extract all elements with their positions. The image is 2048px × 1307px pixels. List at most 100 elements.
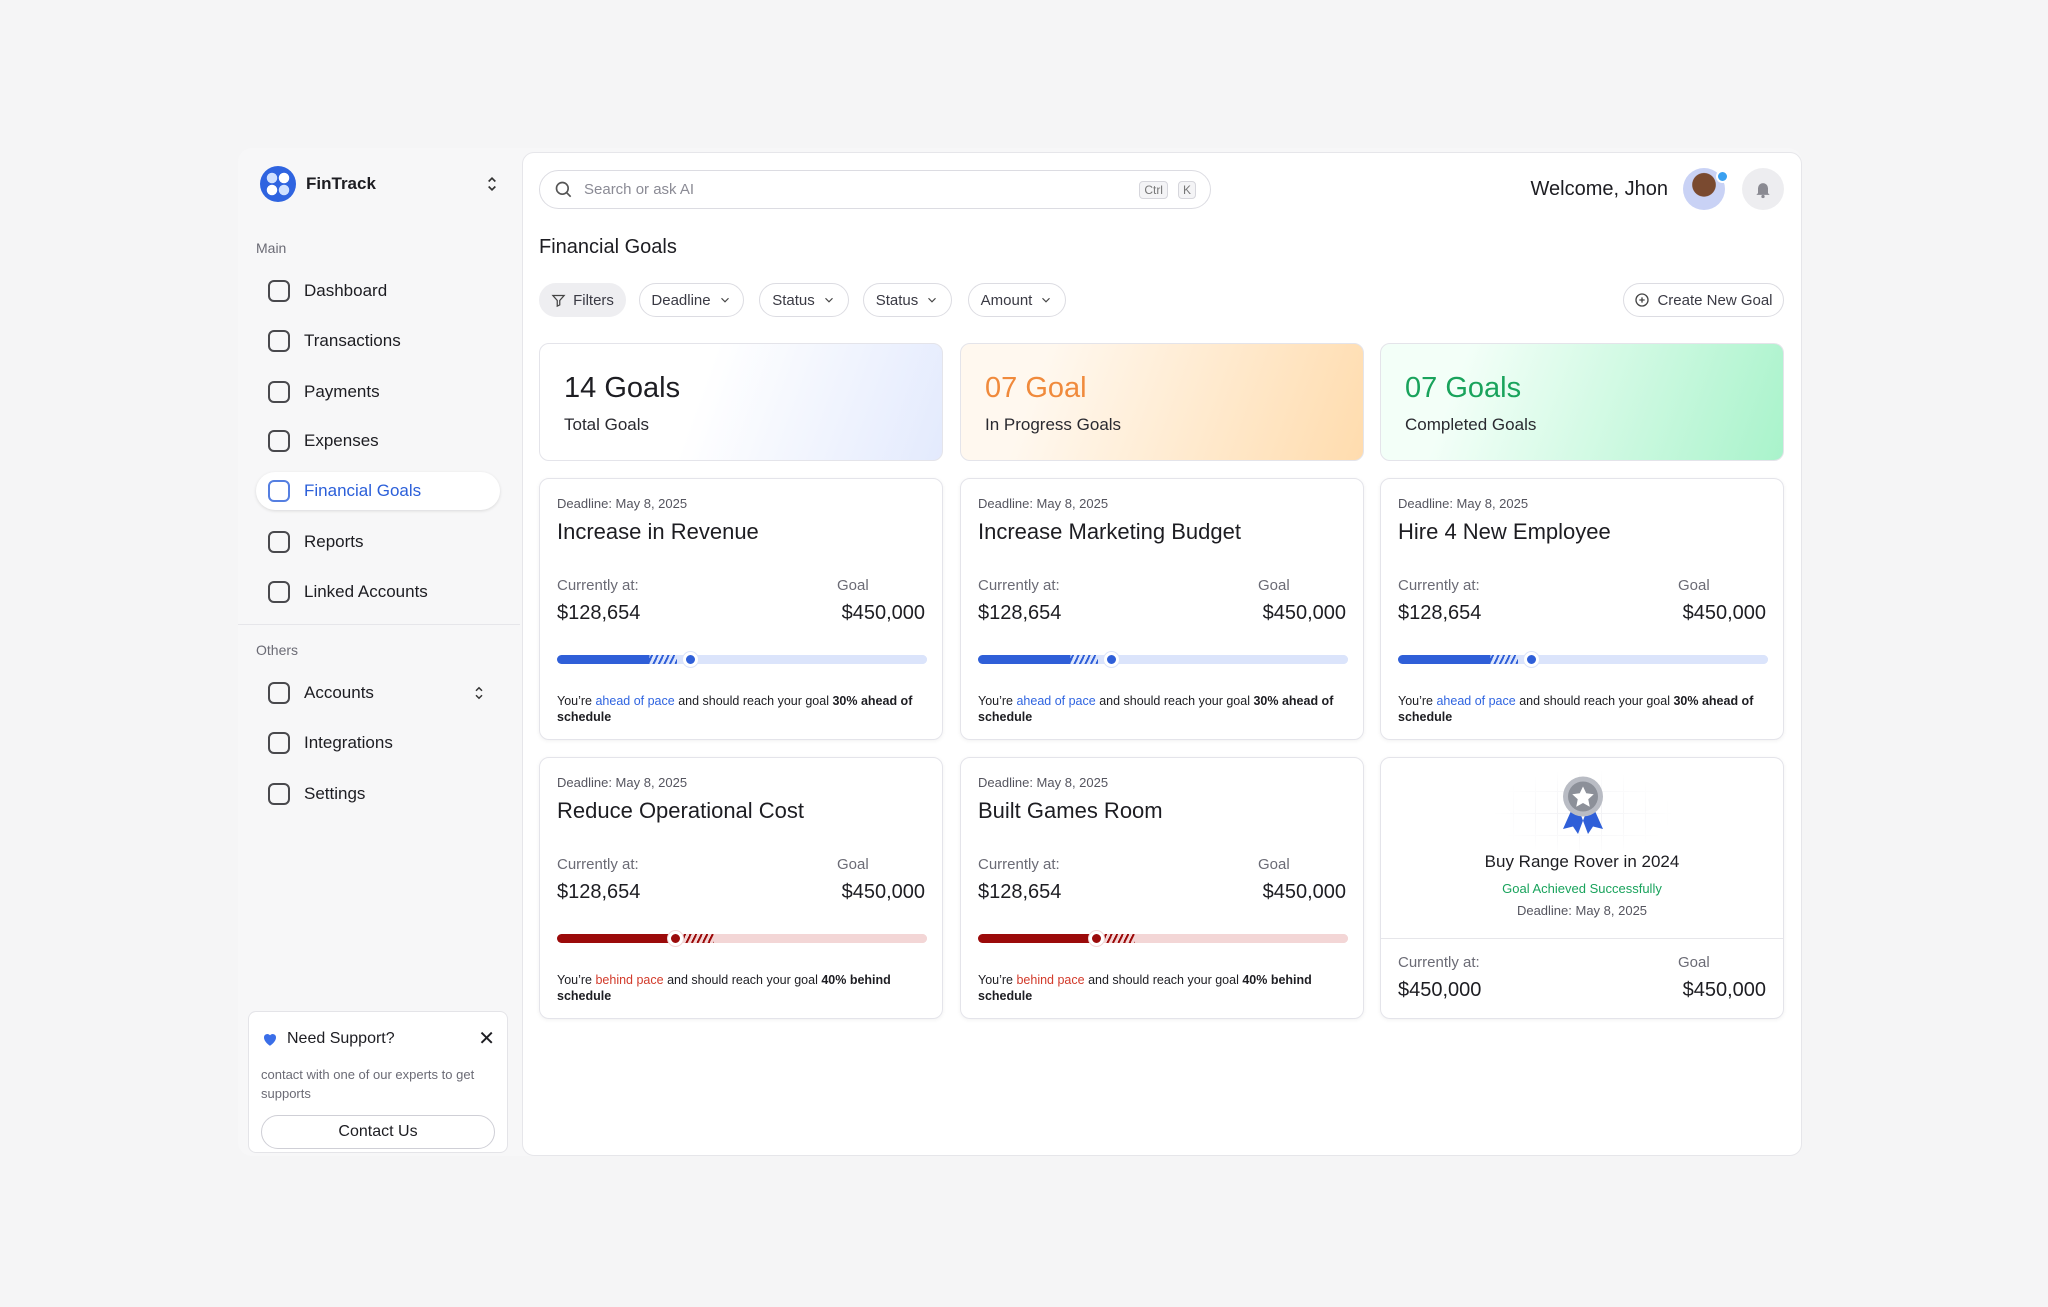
note-part: and should reach your goal: [1515, 694, 1674, 708]
nav-icon: [268, 682, 290, 704]
summary-card: 07 Goals Completed Goals: [1380, 343, 1784, 461]
current-amount: $128,654: [978, 602, 1062, 624]
achieved-amounts: Currently at: Goal $450,000 $450,000: [1381, 856, 1783, 1020]
progress-dot: [1104, 652, 1120, 667]
pace-note: You’re ahead of pace and should reach yo…: [557, 693, 927, 725]
achieved-deadline: Deadline: May 8, 2025: [1516, 903, 1648, 918]
goal-card[interactable]: Deadline: May 8, 2025 Increase in Revenue…: [539, 478, 943, 740]
current-label: Currently at:: [978, 577, 1060, 594]
goal-amount: $450,000: [1262, 881, 1346, 903]
achieved-title: Buy Range Rover in 2024: [1484, 852, 1680, 871]
toggle[interactable]: [482, 174, 502, 199]
filter-label: Status: [875, 291, 919, 309]
achieved-card[interactable]: Buy Range Rover in 2024 Goal Achieved Suc…: [1380, 757, 1784, 1019]
progress-track-end: [1527, 655, 1768, 664]
filter-icon-svg: [551, 294, 566, 307]
nav-item[interactable]: Linked Accounts: [256, 573, 500, 611]
nav-icon: [268, 732, 290, 754]
goal-title: Hire 4 New Employee: [1398, 519, 1611, 544]
filter-pill[interactable]: Status: [759, 283, 849, 317]
note-part: and should reach your goal: [674, 694, 833, 708]
nav-label: Reports: [304, 532, 364, 551]
nav-item[interactable]: Integrations: [256, 724, 500, 762]
nav-item[interactable]: Accounts: [256, 674, 500, 712]
filter-label: Deadline: [651, 291, 711, 309]
nav-label: Payments: [304, 382, 380, 401]
chevron: [718, 293, 732, 307]
goal-title: Increase Marketing Budget: [978, 519, 1241, 544]
progress-dot: [1524, 652, 1540, 667]
goal-card[interactable]: Deadline: May 8, 2025 Hire 4 New Employee…: [1380, 478, 1784, 740]
goal-card[interactable]: Deadline: May 8, 2025 Reduce Operational …: [539, 757, 943, 1019]
note-part: and should reach your goal: [663, 973, 822, 987]
search-icon-svg: [555, 181, 572, 197]
summary-label: Completed Goals: [1405, 415, 1537, 434]
workspace-toggle: [482, 174, 502, 194]
goal-title: Reduce Operational Cost: [557, 798, 805, 823]
goal-card[interactable]: Deadline: May 8, 2025 Increase Marketing …: [960, 478, 1364, 740]
note-part: 30% ahead of schedule: [557, 694, 913, 724]
progress-dot: [683, 652, 699, 667]
filter-pill[interactable]: Deadline: [639, 283, 744, 317]
nav-label: Transactions: [304, 331, 401, 350]
close[interactable]: ✕: [478, 1028, 495, 1050]
note-part: You’re: [978, 973, 1017, 987]
progress-track-end: [1107, 655, 1348, 664]
create-goal-button[interactable]: Create New Goal: [1623, 283, 1784, 317]
note-part: You’re: [978, 694, 1017, 708]
current-amount: $128,654: [1398, 602, 1482, 624]
current-label: Currently at:: [557, 856, 639, 873]
deadline: Deadline: May 8, 2025: [1398, 496, 1529, 511]
nav-item[interactable]: Transactions: [256, 322, 500, 360]
goal-label: Goal: [1258, 577, 1290, 594]
section-title: Others: [256, 642, 299, 658]
filter-pill[interactable]: Filters: [539, 283, 626, 317]
nav-item[interactable]: Expenses: [256, 422, 500, 460]
progress-bar: [557, 652, 927, 667]
note-part: and should reach your goal: [1084, 973, 1243, 987]
pace-note: You’re behind pace and should reach your…: [978, 972, 1348, 1004]
note-part: ahead of pace: [1436, 694, 1516, 708]
chevron-svg: [824, 297, 833, 303]
contact-button[interactable]: Contact Us: [261, 1115, 495, 1149]
nav-label: Settings: [304, 784, 366, 803]
nav-item[interactable]: Reports: [256, 523, 500, 561]
nav-icon: [268, 280, 290, 302]
search-icon: [554, 180, 574, 200]
plus-icon: [1634, 292, 1650, 308]
create-label: Create New Goal: [1657, 291, 1773, 309]
nav-icon: [268, 581, 290, 603]
brand-name: FinTrack: [306, 174, 376, 193]
progress-dot: [668, 931, 684, 946]
goal-card[interactable]: Deadline: May 8, 2025 Built Games Room Cur…: [960, 757, 1364, 1019]
nav-item[interactable]: Financial Goals: [256, 472, 500, 510]
brand-logo-svg: [260, 166, 296, 202]
filter-pill[interactable]: Amount: [968, 283, 1066, 317]
summary-label: In Progress Goals: [985, 415, 1122, 434]
deadline: Deadline: May 8, 2025: [978, 496, 1109, 511]
filter-label: Status: [772, 291, 815, 309]
nav-icon: [268, 330, 290, 352]
current-label: Currently at:: [557, 577, 639, 594]
nav-label: Integrations: [304, 733, 393, 752]
shortcut-key: Ctrl: [1139, 180, 1168, 199]
chevron-svg: [928, 297, 937, 303]
notification-button[interactable]: [1742, 168, 1784, 210]
nav-item[interactable]: Settings: [256, 775, 500, 813]
nav-item[interactable]: Dashboard: [256, 272, 500, 310]
current-amount: $128,654: [978, 881, 1062, 903]
nav-item[interactable]: Payments: [256, 373, 500, 411]
filter-icon: [551, 293, 566, 308]
goal-amount: $450,000: [841, 602, 925, 624]
current-amount: $450,000: [1398, 979, 1482, 1001]
filter-pill[interactable]: Status: [863, 283, 952, 317]
medal-icon-svg: [1563, 776, 1603, 834]
pace-note: You’re ahead of pace and should reach yo…: [1398, 693, 1768, 725]
filter-label: Amount: [980, 291, 1033, 309]
deadline: Deadline: May 8, 2025: [557, 775, 688, 790]
welcome: Welcome, Jhon: [1530, 178, 1668, 200]
note-part: ahead of pace: [1016, 694, 1096, 708]
search-box[interactable]: Search or ask AI Ctrl K: [539, 170, 1211, 209]
